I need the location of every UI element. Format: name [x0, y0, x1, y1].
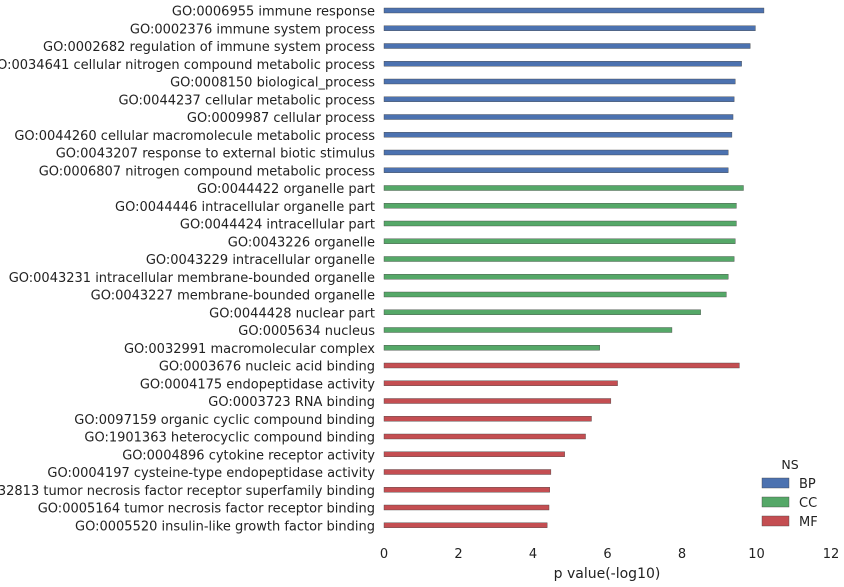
- category-label: GO:0043227 membrane-bounded organelle: [91, 289, 375, 304]
- bar-go-0006955: [383, 7, 765, 14]
- category-label: GO:0032813 tumor necrosis factor recepto…: [0, 484, 375, 499]
- legend-label-cc: CC: [799, 496, 817, 511]
- bar-go-0043229: [383, 256, 735, 262]
- bar-go-0043207: [383, 149, 729, 156]
- category-label: GO:0004896 cytokine receptor activity: [122, 448, 375, 463]
- category-label: GO:0044428 nuclear part: [209, 306, 375, 321]
- category-label: GO:0003676 nucleic acid binding: [159, 360, 375, 375]
- category-label: GO:0002682 regulation of immune system p…: [43, 40, 375, 55]
- bar-go-0043227: [383, 291, 727, 298]
- category-label: GO:0005634 nucleus: [238, 324, 375, 339]
- bar-go-0044422: [383, 185, 744, 191]
- category-label: GO:0004175 endopeptidase activity: [140, 377, 375, 392]
- legend-entries: BP CC MF: [761, 477, 818, 530]
- category-label: GO:0009987 cellular process: [187, 111, 375, 126]
- category-label: GO:0005164 tumor necrosis factor recepto…: [38, 502, 375, 517]
- category-label: GO:0006807 nitrogen compound metabolic p…: [39, 164, 376, 179]
- x-axis-label: p value(-log10): [554, 566, 661, 582]
- bar-go-0009987: [383, 114, 734, 120]
- bar-go-0005164: [383, 504, 550, 511]
- category-label: GO:1901363 heterocyclic compound binding: [84, 431, 375, 446]
- legend-title: NS: [781, 457, 798, 472]
- legend-label-mf: MF: [799, 515, 818, 530]
- category-label: GO:0044237 cellular metabolic process: [118, 93, 375, 108]
- category-label: GO:0044422 organelle part: [197, 182, 375, 197]
- bar-go-0004175: [383, 380, 618, 386]
- category-label: GO:0043207 response to external biotic s…: [56, 147, 376, 162]
- legend-swatch-mf: [761, 515, 790, 527]
- legend-label-bp: BP: [799, 477, 816, 492]
- bar-go-0044446: [383, 203, 737, 209]
- bar-go-0006807: [383, 167, 729, 173]
- x-tick-label: 12: [823, 547, 840, 562]
- bar-go-0044428: [383, 309, 701, 315]
- category-label: GO:0043229 intracellular organelle: [146, 253, 375, 268]
- bar-go-0032991: [383, 345, 600, 351]
- bar-go-0003676: [383, 362, 740, 369]
- bar-go-0032813: [383, 487, 550, 493]
- x-tick-label: 2: [454, 547, 462, 562]
- bar-go-0002682: [383, 43, 751, 49]
- legend-swatch-cc: [761, 496, 790, 508]
- bar-go-0044237: [383, 96, 735, 102]
- bar-go-0097159: [383, 416, 592, 422]
- category-label: GO:0043226 organelle: [228, 235, 375, 250]
- category-label: GO:0034641 cellular nitrogen compound me…: [0, 58, 375, 73]
- bar-go-0044424: [383, 220, 737, 227]
- category-label: GO:0032991 macromolecular complex: [124, 342, 375, 357]
- bar-go-0004896: [383, 451, 565, 457]
- category-label: GO:0044446 intracellular organelle part: [115, 200, 375, 215]
- x-tick-label: 0: [380, 547, 388, 562]
- category-label: GO:0006955 immune response: [172, 5, 375, 20]
- bar-go-0043231: [383, 274, 729, 280]
- category-label: GO:0002376 immune system process: [130, 22, 375, 37]
- bar-go-0002376: [383, 25, 756, 31]
- legend: NS BP CC MF: [761, 457, 818, 530]
- bar-go-0034641: [383, 61, 742, 67]
- x-tick-label: 8: [678, 547, 686, 562]
- category-label: GO:0005520 insulin-like growth factor bi…: [75, 519, 375, 534]
- bar-go-0003723: [383, 398, 612, 404]
- category-label: GO:0097159 organic cyclic compound bindi…: [74, 413, 375, 428]
- bar-go-0004197: [383, 469, 552, 475]
- bar-go-1901363: [383, 433, 586, 440]
- bars-group: [383, 7, 765, 528]
- bar-go-0043226: [383, 238, 736, 244]
- x-tick-label: 4: [529, 547, 537, 562]
- category-label: GO:0044260 cellular macromolecule metabo…: [14, 129, 375, 144]
- category-label: GO:0044424 intracellular part: [180, 218, 375, 233]
- category-label: GO:0008150 biological_process: [170, 76, 375, 91]
- bar-go-0044260: [383, 132, 733, 138]
- bar-go-0005520: [383, 522, 548, 528]
- category-label: GO:0004197 cysteine-type endopeptidase a…: [47, 466, 375, 481]
- category-labels: GO:0006955 immune response GO:0002376 imm…: [0, 5, 375, 535]
- bar-go-0005634: [383, 327, 673, 333]
- bar-go-0008150: [383, 78, 736, 85]
- x-tick-label: 10: [748, 547, 765, 562]
- category-label: GO:0043231 intracellular membrane-bounde…: [9, 271, 375, 286]
- category-label: GO:0003723 RNA binding: [208, 395, 375, 410]
- x-tick-label: 6: [603, 547, 611, 562]
- legend-swatch-bp: [761, 477, 790, 489]
- x-axis-ticks: 0 2 4 6 8 10 12: [380, 547, 839, 562]
